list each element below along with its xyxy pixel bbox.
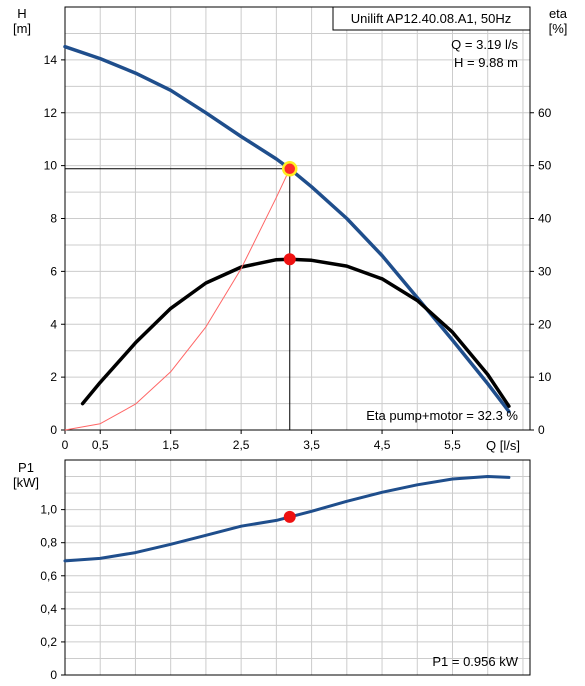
top-y-tick-label: 10 (44, 159, 58, 173)
top-y-tick-label: 6 (50, 264, 57, 278)
top-x-tick-label: 1,5 (162, 438, 179, 452)
top-chart-series (63, 44, 511, 431)
chart-title: Unilift AP12.40.08.A1, 50Hz (351, 11, 511, 26)
operating-point-head-marker (282, 161, 298, 177)
bottom-y-tick-label: 0,4 (40, 602, 57, 616)
top-x-tick-label: 5,5 (444, 438, 461, 452)
operating-h-label: H = 9.88 m (454, 55, 518, 70)
top-y2-tick-label: 50 (538, 159, 552, 173)
p1-label: P1 = 0.956 kW (432, 654, 518, 669)
system-curve (64, 168, 291, 431)
top-y2-tick-label: 10 (538, 370, 552, 384)
top-x-tick-label: 0 (62, 438, 69, 452)
top-x-tick-label: 2,5 (233, 438, 250, 452)
top-y-tick-label: 4 (50, 317, 57, 331)
top-y2-tick-label: 30 (538, 264, 552, 278)
top-y-tick-label: 12 (44, 106, 58, 120)
top-y-tick-labels: 0 2 4 6 8 10 12 14 (44, 53, 65, 437)
chart-title-box (332, 6, 531, 31)
top-chart-grid (65, 7, 530, 430)
bottom-y-tick-label: 0,6 (40, 569, 57, 583)
top-operating-points (282, 161, 298, 266)
bottom-y-tick-labels: 0 0,2 0,4 0,6 0,8 1,0 (40, 503, 65, 682)
top-y-axis-unit: [m] (13, 21, 31, 36)
top-y-tick-label: 0 (50, 423, 57, 437)
bottom-chart-grid (65, 460, 530, 675)
top-y-tick-label: 2 (50, 370, 57, 384)
bottom-y-axis-unit: [kW] (13, 475, 39, 490)
eta-label: Eta pump+motor = 32.3 % (366, 408, 518, 423)
bottom-y-tick-label: 0 (50, 668, 57, 682)
top-y-axis-label: H (17, 6, 26, 21)
operating-point-guides (65, 168, 291, 430)
bottom-y-axis-label: P1 (18, 460, 34, 475)
bottom-chart-frame (64, 459, 531, 676)
top-y2-axis-label: eta (549, 6, 568, 21)
top-x-tick-labels: 0 0,5 1,5 2,5 3,5 4,5 5,5 (62, 430, 461, 452)
top-x-tick-label: 0,5 (92, 438, 109, 452)
top-y-tick-label: 14 (44, 53, 58, 67)
bottom-y-tick-label: 0,8 (40, 536, 57, 550)
top-y2-axis-unit: [%] (549, 21, 568, 36)
top-y2-tick-labels: 0 10 20 30 40 50 60 (530, 106, 552, 437)
top-x-tick-label: 3,5 (303, 438, 320, 452)
top-x-axis-label: Q [l/s] (486, 438, 520, 453)
top-y-tick-label: 8 (50, 212, 57, 226)
operating-q-label: Q = 3.19 l/s (451, 37, 518, 52)
head-curve (63, 44, 511, 414)
operating-point-power-marker (283, 510, 296, 523)
top-y2-tick-label: 0 (538, 423, 545, 437)
top-y2-tick-label: 40 (538, 212, 552, 226)
bottom-y-tick-label: 0,2 (40, 635, 57, 649)
top-y2-tick-label: 20 (538, 317, 552, 331)
top-x-tick-label: 4,5 (374, 438, 391, 452)
top-y2-tick-label: 60 (538, 106, 552, 120)
bottom-operating-points (283, 510, 296, 523)
operating-point-eta-marker (283, 253, 296, 266)
bottom-y-tick-label: 1,0 (40, 503, 57, 517)
